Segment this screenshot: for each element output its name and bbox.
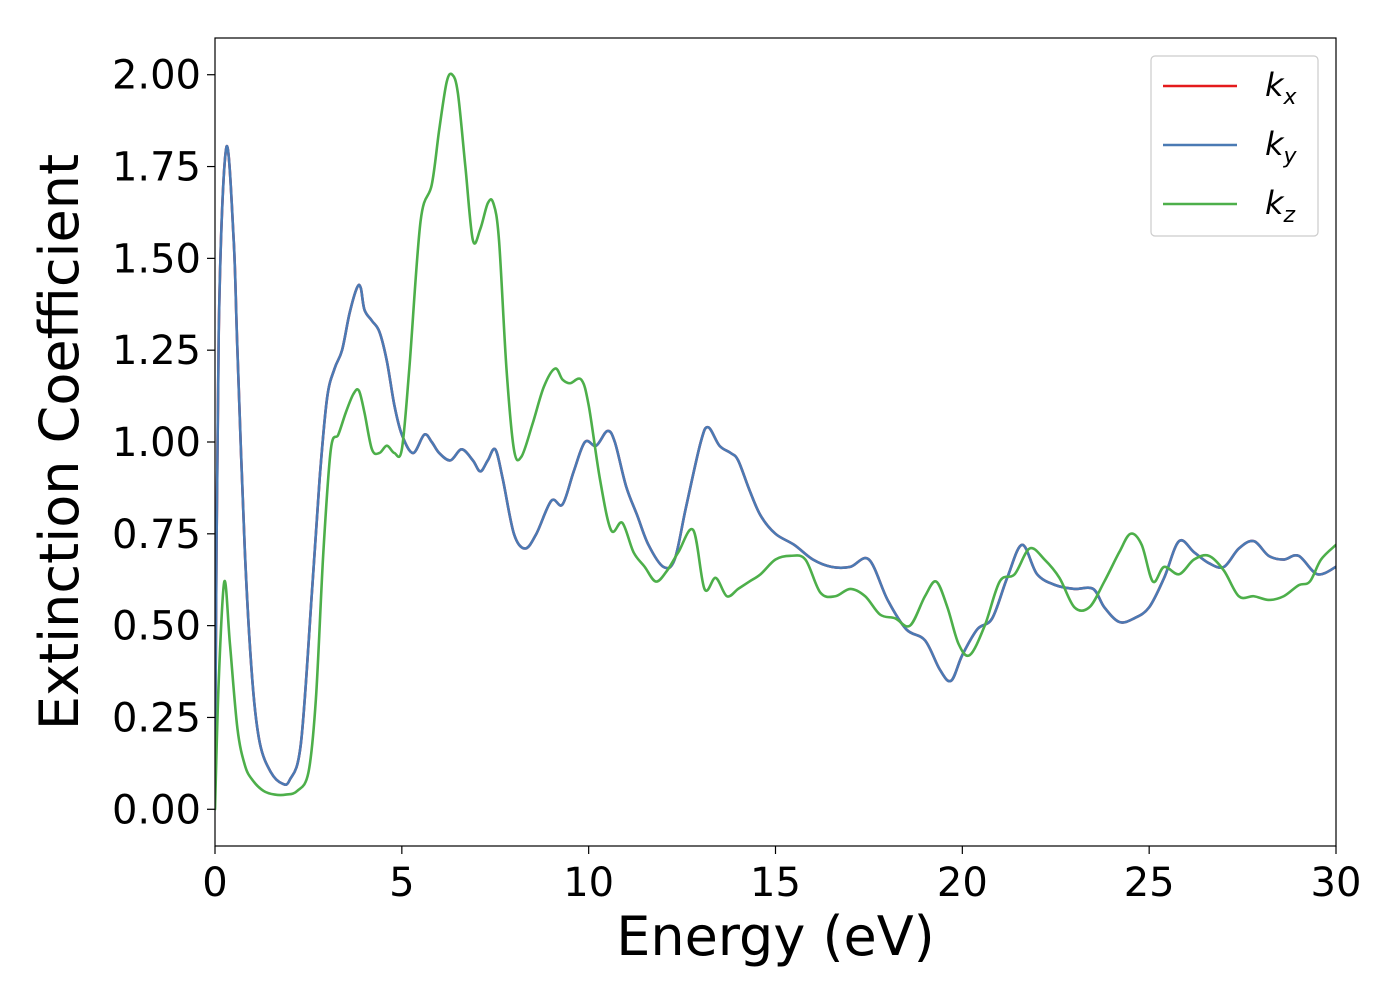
y-tick-label: 1.25 bbox=[112, 328, 201, 374]
legend-label-kz: kz bbox=[1265, 184, 1296, 228]
legend-label-ky: ky bbox=[1265, 125, 1298, 169]
y-tick-label: 1.50 bbox=[112, 236, 201, 282]
series-line-kx bbox=[215, 144, 1336, 787]
x-tick-label: 25 bbox=[1124, 860, 1175, 906]
y-tick-label: 1.00 bbox=[112, 420, 201, 466]
y-tick-label: 0.50 bbox=[112, 604, 201, 650]
x-tick-label: 5 bbox=[389, 860, 414, 906]
x-axis-label: Energy (eV) bbox=[616, 905, 935, 968]
y-tick-label: 0.25 bbox=[112, 695, 201, 741]
x-tick-label: 15 bbox=[750, 860, 801, 906]
y-tick-label: 2.00 bbox=[112, 53, 201, 99]
axes-layer: 0 5 10 15 20 25 30 0.00 0.25 0.50 0.75 1.00 1.25 1.50… bbox=[28, 37, 1362, 968]
x-tick-label: 10 bbox=[563, 860, 614, 906]
legend-label-kx: kx bbox=[1265, 66, 1298, 110]
y-tick-label: 0.00 bbox=[112, 787, 201, 833]
series-layer bbox=[215, 72, 1336, 811]
x-tick-label: 20 bbox=[937, 860, 988, 906]
x-tick-label: 30 bbox=[1311, 860, 1362, 906]
y-tick-label: 1.75 bbox=[112, 145, 201, 191]
series-line-kz bbox=[215, 72, 1336, 811]
series-clip-group bbox=[215, 72, 1336, 811]
series-line-ky bbox=[215, 144, 1336, 787]
y-axis-label: Extinction Coefficient bbox=[28, 154, 91, 730]
y-tick-label: 0.75 bbox=[112, 512, 201, 558]
legend: kx ky kz bbox=[1150, 55, 1319, 237]
x-tick-label: 0 bbox=[202, 860, 227, 906]
